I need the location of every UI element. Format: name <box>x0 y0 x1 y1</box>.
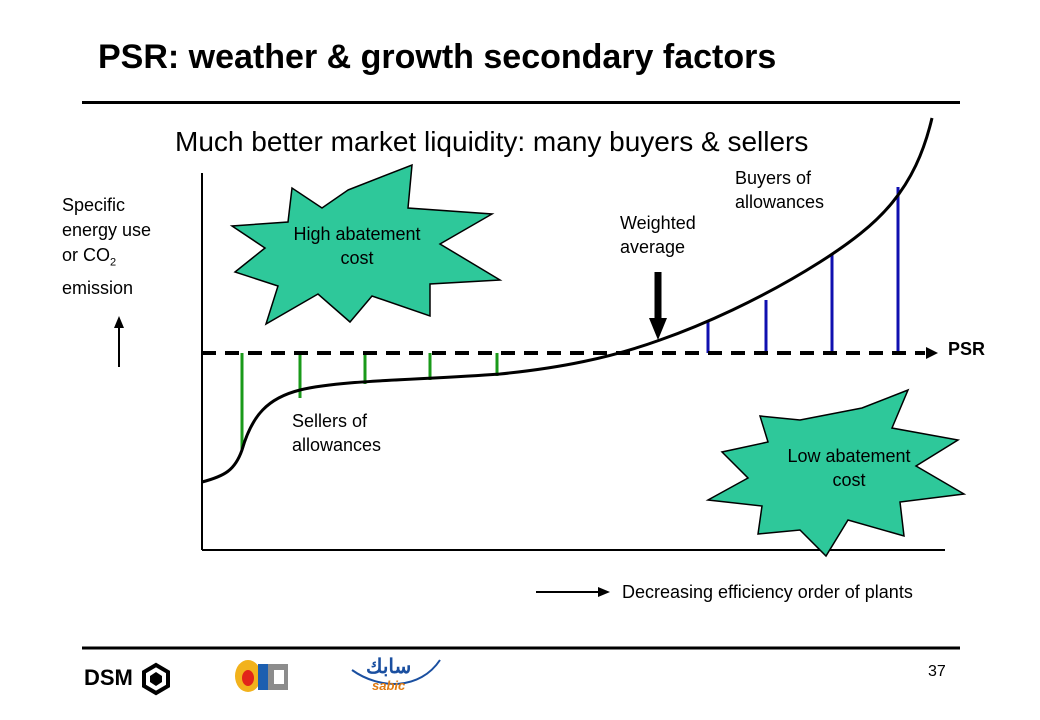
y-label-arrowhead <box>114 316 124 328</box>
dsm-logo-text: DSM <box>84 665 133 690</box>
y-axis-label-line: Specific <box>62 195 126 215</box>
psr-arrowhead <box>926 347 938 359</box>
buyers-label: Buyers of allowances <box>735 168 825 212</box>
high-abatement-label: High abatement cost <box>293 224 421 268</box>
efficiency-curve <box>201 117 934 484</box>
slide-title: PSR: weather & growth secondary factors <box>98 38 777 76</box>
weighted-average-label: Weighted average <box>620 213 696 257</box>
slide-subtitle: Much better market liquidity: many buyer… <box>175 126 809 157</box>
co2-subscript: 2 <box>110 256 117 269</box>
psr-label: PSR <box>948 339 986 359</box>
y-axis-label-line: emission <box>62 277 134 298</box>
y-axis-label-line: or CO2 <box>62 245 117 269</box>
dsm-logo-icon <box>142 662 170 696</box>
y-axis-label: Specific energy use or CO2 emission <box>62 193 151 301</box>
weighted-average-arrowhead <box>649 318 667 340</box>
y-axis-label-line: energy use <box>62 220 152 240</box>
low-abatement-label: Low abatement cost <box>787 446 911 490</box>
top-divider <box>82 101 960 104</box>
sabic-logo-text: sabic <box>372 678 406 693</box>
corporate-logo-icon <box>235 660 288 692</box>
page-number: 37 <box>928 663 946 680</box>
low-abatement-burst <box>705 388 967 558</box>
x-axis-caption: Decreasing efficiency order of plants <box>622 582 913 602</box>
high-abatement-burst <box>229 163 503 326</box>
x-caption-arrowhead <box>598 587 610 597</box>
sellers-label: Sellers of allowances <box>292 411 382 455</box>
sabic-swoosh-icon <box>351 659 441 685</box>
sabic-arabic-logo: سابك <box>366 656 412 678</box>
buyer-lines <box>706 187 900 353</box>
